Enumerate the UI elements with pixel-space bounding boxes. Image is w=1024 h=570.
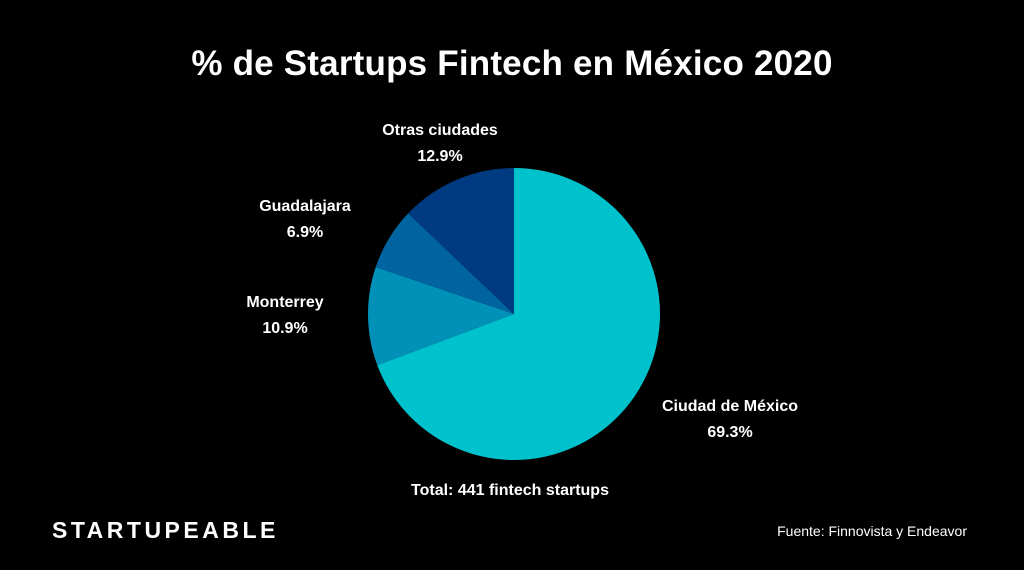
pie-slice-otras-ciudades — [408, 168, 514, 314]
label-monterrey-name: Monterrey — [246, 294, 324, 311]
pie-slice-monterrey — [367, 267, 514, 366]
total-note: Total: 441 fintech startups — [411, 482, 609, 499]
label-guadalajara-value: 6.9% — [286, 224, 324, 241]
brand-logo: STARTUPEABLE — [52, 517, 279, 543]
label-otras-ciudades-value: 12.9% — [417, 148, 463, 165]
label-monterrey: Monterrey 10.9% — [215, 290, 355, 342]
label-ciudad-de-mexico-name: Ciudad de México — [661, 398, 799, 415]
pie-slice-guadalajara — [375, 213, 514, 314]
label-monterrey-value: 10.9% — [262, 320, 308, 337]
label-otras-ciudades: Otras ciudades 12.9% — [360, 118, 520, 170]
label-ciudad-de-mexico-value: 69.3% — [707, 424, 753, 441]
label-ciudad-de-mexico: Ciudad de México 69.3% — [640, 394, 820, 446]
pie-slice-ciudad-de-m-xico — [377, 168, 660, 461]
source-note: Fuente: Finnovista y Endeavor — [777, 523, 967, 539]
label-guadalajara: Guadalajara 6.9% — [230, 194, 380, 246]
label-guadalajara-name: Guadalajara — [259, 198, 351, 215]
label-otras-ciudades-name: Otras ciudades — [382, 122, 498, 139]
chart-title: % de Startups Fintech en México 2020 — [191, 44, 833, 83]
